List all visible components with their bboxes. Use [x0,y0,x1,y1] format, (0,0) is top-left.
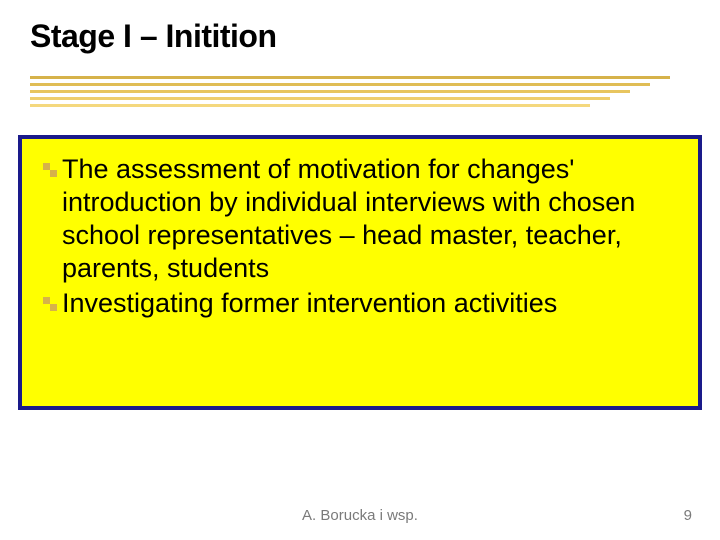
square-icon [50,304,57,311]
footer-page-number: 9 [684,507,692,524]
underline-2 [30,83,650,86]
bullet-icon [42,153,62,181]
underline-4 [30,97,610,100]
slide: Stage I – Initition The assessment of mo… [0,0,720,540]
underline-3 [30,90,630,93]
title-underline [30,76,690,126]
slide-title: Stage I – Initition [30,18,277,55]
underline-5 [30,104,590,107]
square-icon [43,163,50,170]
bullet-text: The assessment of motivation for changes… [62,153,678,285]
bullet-item: The assessment of motivation for changes… [42,153,678,285]
square-icon [50,170,57,177]
bullet-item: Investigating former intervention activi… [42,287,678,320]
footer-author: A. Borucka i wsp. [0,507,720,524]
underline-1 [30,76,670,79]
square-icon [43,297,50,304]
bullet-text: Investigating former intervention activi… [62,287,678,320]
bullet-icon [42,287,62,315]
content-box: The assessment of motivation for changes… [18,135,702,410]
